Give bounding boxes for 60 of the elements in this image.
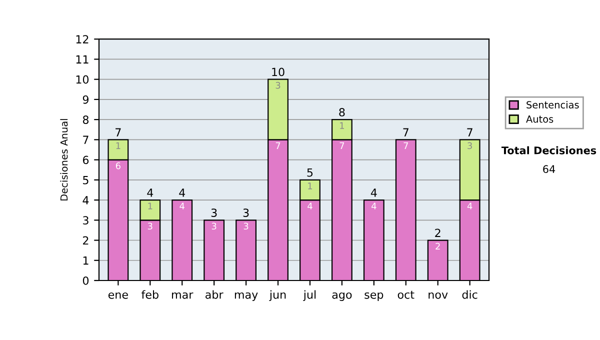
y-axis-title: Decisiones Anual bbox=[60, 119, 68, 200]
data-label: 1 bbox=[116, 142, 120, 149]
data-label: 3 bbox=[276, 82, 280, 89]
x-tick-label: feb bbox=[142, 290, 158, 299]
data-label: 7 bbox=[404, 142, 408, 149]
y-tick-label: 8 bbox=[82, 116, 89, 124]
total-label: 8 bbox=[339, 108, 345, 116]
x-tick-label: sep bbox=[364, 292, 384, 301]
y-tick-label: 9 bbox=[82, 95, 88, 104]
legend-label: Autos bbox=[526, 116, 554, 123]
x-tick-label: mar bbox=[172, 292, 194, 299]
data-label: 7 bbox=[340, 142, 344, 149]
total-label: 4 bbox=[370, 188, 377, 197]
x-tick-label: nov bbox=[428, 292, 448, 299]
data-label: 3 bbox=[148, 222, 152, 230]
y-tick-label: 4 bbox=[82, 196, 89, 204]
data-label: 4 bbox=[180, 202, 184, 210]
y-tick-label: 12 bbox=[76, 35, 88, 44]
y-tick-label: 3 bbox=[83, 216, 88, 225]
y-tick-label: 11 bbox=[76, 55, 88, 64]
x-tick-label: jun bbox=[269, 290, 286, 301]
total-label: 2 bbox=[435, 228, 440, 237]
data-label: 3 bbox=[244, 222, 248, 230]
y-tick-label: 7 bbox=[83, 136, 88, 144]
data-label: 7 bbox=[276, 142, 280, 149]
total-label: 7 bbox=[116, 128, 121, 136]
x-tick-label: ene bbox=[108, 292, 128, 299]
data-label: 3 bbox=[468, 142, 472, 150]
total-label: 7 bbox=[467, 128, 472, 136]
total-label: 3 bbox=[211, 208, 217, 217]
x-tick-label: oct bbox=[398, 290, 414, 299]
data-label: 1 bbox=[340, 122, 344, 129]
data-label: 1 bbox=[308, 182, 312, 190]
data-label: 4 bbox=[371, 202, 376, 210]
total-label: 4 bbox=[179, 188, 186, 197]
text: 64 bbox=[543, 165, 556, 174]
y-tick-label: 5 bbox=[83, 176, 88, 184]
x-tick-label: abr bbox=[206, 290, 224, 299]
y-tick-label: 1 bbox=[83, 256, 88, 265]
data-label: 1 bbox=[148, 202, 152, 210]
y-tick-label: 0 bbox=[82, 276, 89, 285]
total-label: 3 bbox=[243, 208, 249, 217]
y-tick-label: 10 bbox=[76, 75, 89, 84]
x-tick-label: may bbox=[234, 292, 258, 301]
total-label: 5 bbox=[307, 168, 313, 177]
data-label: 4 bbox=[467, 202, 472, 210]
y-tick-label: 6 bbox=[82, 156, 89, 164]
total-label: 7 bbox=[403, 128, 408, 136]
x-tick-label: jul bbox=[303, 290, 316, 301]
legend-label: Sentencias bbox=[526, 100, 579, 108]
total-label: 4 bbox=[147, 188, 154, 197]
data-label: 2 bbox=[436, 242, 440, 250]
y-tick-label: 2 bbox=[83, 236, 88, 244]
text: Total Decisiones bbox=[501, 146, 596, 154]
total-label: 10 bbox=[272, 68, 284, 76]
data-label: 4 bbox=[308, 202, 312, 210]
data-label: 3 bbox=[212, 222, 216, 230]
x-tick-label: dic bbox=[462, 290, 478, 299]
x-tick-label: ago bbox=[332, 292, 352, 301]
data-label: 6 bbox=[116, 162, 120, 170]
